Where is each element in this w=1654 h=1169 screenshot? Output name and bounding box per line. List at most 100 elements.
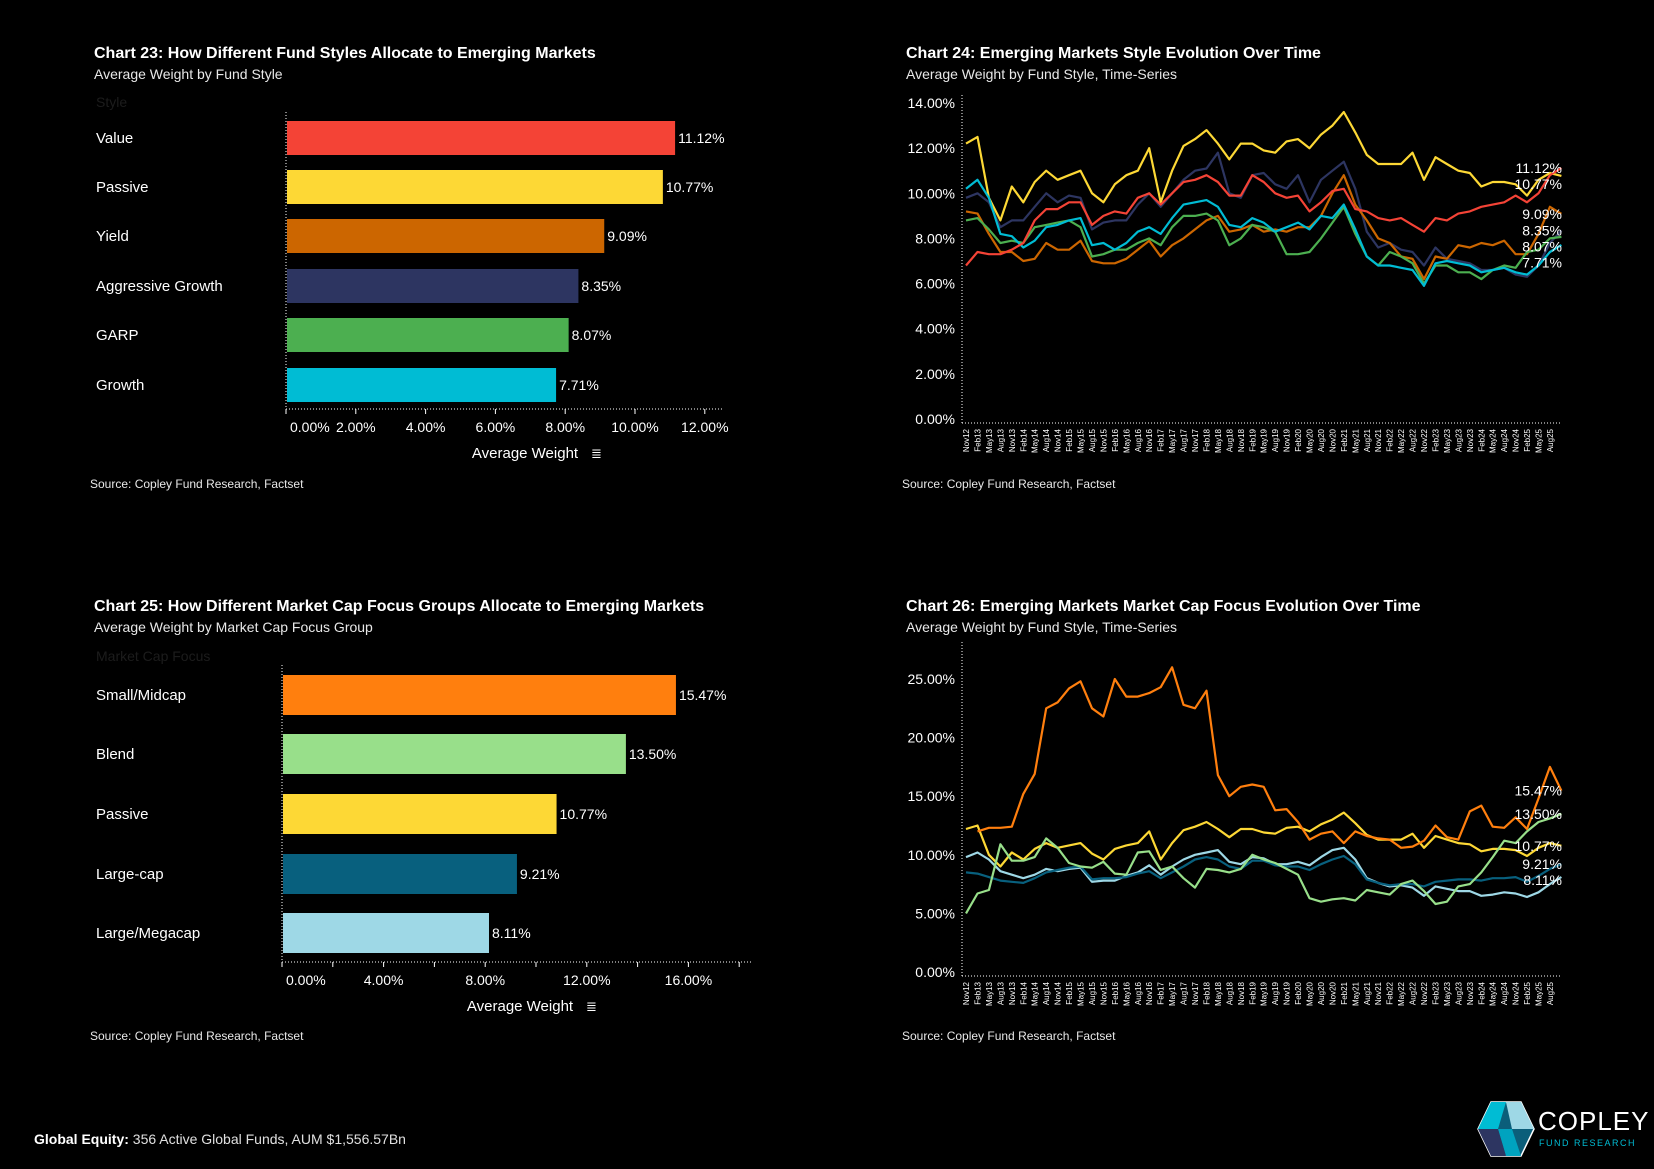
chart26-x-tick-label: May21 — [1351, 981, 1360, 1006]
chart26-series-line — [965, 846, 1562, 899]
chart26-y-tick-label: 20.00% — [908, 730, 955, 746]
chart24-x-tick-label: Aug20 — [1317, 428, 1326, 452]
chart24-end-label: 11.12% — [1516, 160, 1562, 176]
chart24-x-tick-label: Aug14 — [1042, 428, 1051, 452]
chart26-subtitle: Average Weight by Fund Style, Time-Serie… — [906, 619, 1178, 635]
chart24-x-tick-label: Nov14 — [1054, 428, 1063, 452]
chart24-subtitle: Average Weight by Fund Style, Time-Serie… — [906, 66, 1178, 82]
chart26-end-label: 13.50% — [1515, 806, 1562, 822]
chart26-end-label: 9.21% — [1522, 856, 1562, 872]
chart24-x-tick-label: Aug24 — [1500, 428, 1509, 452]
chart24-series-line — [965, 167, 1562, 267]
chart24-end-label: 10.77% — [1515, 176, 1562, 192]
chart24-series-line — [965, 110, 1562, 222]
chart26-x-tick-label: Feb13 — [973, 981, 982, 1004]
chart24-x-tick-label: Feb19 — [1248, 428, 1257, 451]
chart24-x-tick-label: May25 — [1535, 428, 1544, 453]
chart26-x-tick-label: May19 — [1260, 981, 1269, 1006]
chart24-x-tick-label: Feb23 — [1431, 428, 1440, 451]
chart25-x-tick-label: 8.00% — [465, 972, 505, 988]
chart26-x-tick-label: Feb16 — [1111, 981, 1120, 1004]
chart26-x-tick-label: Feb15 — [1065, 981, 1074, 1004]
chart26-x-tick-label: Feb19 — [1248, 981, 1257, 1004]
chart25-category-label: Large/Megacap — [96, 925, 200, 942]
chart24-x-tick-label: Nov21 — [1374, 428, 1383, 452]
chart26-x-tick-label: Nov17 — [1191, 981, 1200, 1005]
footer-text: 356 Active Global Funds, AUM $1,556.57Bn — [128, 1131, 406, 1147]
chart24-y-tick-label: 8.00% — [915, 230, 955, 246]
chart24-x-tick-label: Nov23 — [1466, 428, 1475, 452]
chart24-x-tick-label: Nov13 — [1008, 428, 1017, 452]
chart23-bar — [287, 170, 663, 204]
chart26-end-label: 15.47% — [1515, 783, 1562, 799]
chart24-end-label: 8.07% — [1522, 239, 1562, 255]
chart26-x-tick-label: Feb18 — [1202, 981, 1211, 1004]
chart25-subtitle: Average Weight by Market Cap Focus Group — [94, 619, 373, 635]
chart24-x-tick-label: Nov15 — [1099, 428, 1108, 452]
chart23-category-label: Growth — [96, 377, 144, 394]
chart23-source: Source: Copley Fund Research, Factset — [90, 477, 304, 491]
chart26-x-tick-label: May20 — [1306, 981, 1315, 1006]
chart26-x-tick-label: Feb25 — [1523, 981, 1532, 1004]
chart24-y-tick-label: 10.00% — [908, 185, 955, 201]
chart24-x-tick-label: Nov19 — [1283, 428, 1292, 452]
chart26-series-line — [977, 666, 1563, 849]
chart23-category-label: Yield — [96, 228, 129, 245]
chart23-category-label: Aggressive Growth — [96, 278, 223, 295]
chart26-x-tick-label: Aug19 — [1271, 981, 1280, 1005]
chart26-y-tick-label: 15.00% — [908, 788, 955, 804]
chart24-x-tick-label: Feb13 — [973, 428, 982, 451]
chart26-x-tick-label: May18 — [1214, 981, 1223, 1006]
chart26-x-tick-label: May13 — [985, 981, 994, 1006]
chart24-x-tick-label: May18 — [1214, 428, 1223, 453]
chart26-y-tick-label: 10.00% — [908, 847, 955, 863]
chart24-y-tick-label: 12.00% — [908, 140, 955, 156]
chart24-x-tick-label: Aug23 — [1454, 428, 1463, 452]
chart26-x-tick-label: Aug24 — [1500, 981, 1509, 1005]
chart26-x-tick-label: Aug20 — [1317, 981, 1326, 1005]
chart23-x-tick-label: 2.00% — [336, 419, 376, 435]
chart26-x-tick-label: May16 — [1122, 981, 1131, 1006]
chart25-x-tick-label: 0.00% — [286, 972, 326, 988]
chart25-sort-icon: ≣ — [586, 999, 597, 1014]
chart24-end-label: 7.71% — [1522, 255, 1562, 271]
chart26-x-tick-label: Nov19 — [1283, 981, 1292, 1005]
chart26-x-tick-label: May25 — [1535, 981, 1544, 1006]
chart23-value-label: 9.09% — [607, 228, 647, 244]
chart23-value-label: 8.35% — [581, 278, 621, 294]
chart26-series-line — [965, 854, 1562, 888]
chart26-x-tick-label: Feb24 — [1477, 981, 1486, 1004]
copley-logo-name: COPLEY — [1538, 1106, 1650, 1136]
chart24-x-tick-label: Aug18 — [1225, 428, 1234, 452]
chart25-x-axis-title: Average Weight — [467, 998, 574, 1015]
chart24-x-tick-label: Feb16 — [1111, 428, 1120, 451]
chart26-x-tick-label: Feb22 — [1386, 981, 1395, 1004]
chart23-x-tick-label: 10.00% — [611, 419, 658, 435]
footer-summary: Global Equity: 356 Active Global Funds, … — [34, 1131, 406, 1147]
chart24-x-tick-label: Aug21 — [1363, 428, 1372, 452]
chart24-source: Source: Copley Fund Research, Factset — [902, 477, 1116, 491]
chart24-x-tick-label: May17 — [1168, 428, 1177, 453]
chart23-x-tick-label: 0.00% — [290, 419, 330, 435]
chart24-x-tick-label: Nov24 — [1512, 428, 1521, 452]
chart25-value-label: 9.21% — [520, 866, 560, 882]
chart23-subtitle: Average Weight by Fund Style — [94, 66, 283, 82]
chart25-value-label: 13.50% — [629, 746, 676, 762]
chart23-x-tick-label: 6.00% — [476, 419, 516, 435]
chart24-x-tick-label: May19 — [1260, 428, 1269, 453]
chart26-x-tick-label: Aug21 — [1363, 981, 1372, 1005]
chart25-bar — [283, 734, 626, 774]
chart24-x-tick-label: Aug16 — [1134, 428, 1143, 452]
chart24-x-tick-label: Nov18 — [1237, 428, 1246, 452]
chart23-x-tick-label: 8.00% — [545, 419, 585, 435]
chart26-x-tick-label: Nov14 — [1054, 981, 1063, 1005]
chart26-x-tick-label: Feb21 — [1340, 981, 1349, 1004]
chart24-y-tick-label: 14.00% — [908, 95, 955, 111]
chart26-x-tick-label: Aug17 — [1180, 981, 1189, 1005]
chart26-x-tick-label: Nov22 — [1420, 981, 1429, 1005]
chart23-x-axis-title: Average Weight — [472, 445, 579, 462]
chart26-series-line — [965, 812, 1562, 914]
chart24-x-tick-label: Nov12 — [962, 428, 971, 452]
chart24-x-tick-label: May23 — [1443, 428, 1452, 453]
